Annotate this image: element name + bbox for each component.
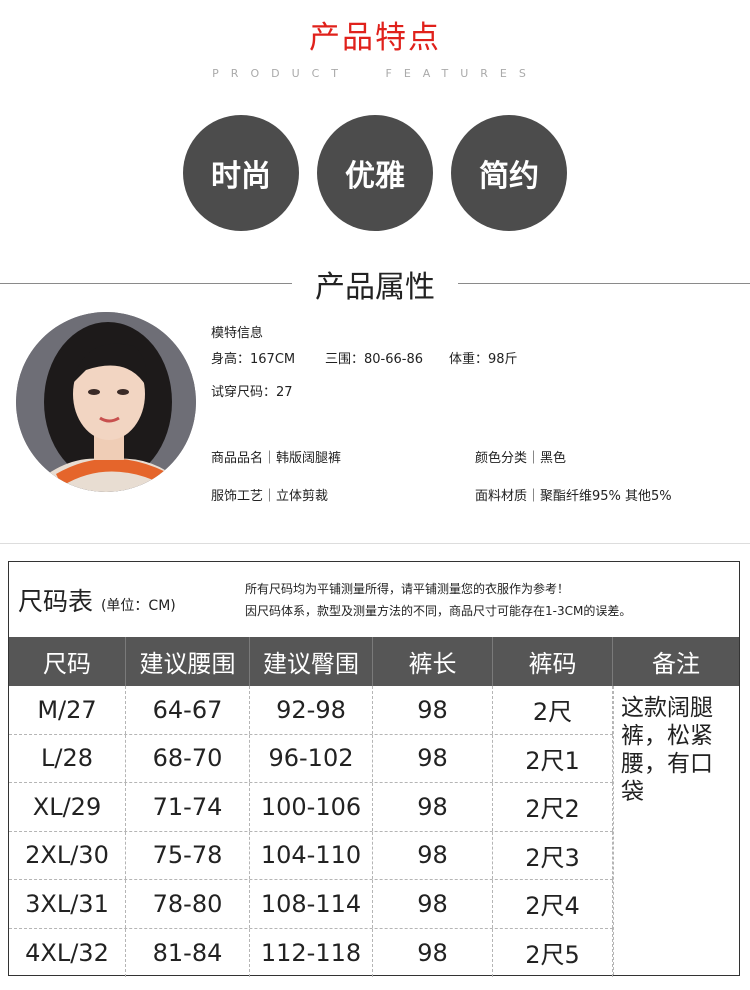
header-pant-size: 裤码 <box>493 637 613 686</box>
product-craft: 服饰工艺｜立体剪裁 <box>211 489 329 504</box>
feature-bubble-elegant: 优雅 <box>317 115 433 231</box>
remark-text: 这款阔腿裤，松紧腰，有口袋 <box>621 695 713 805</box>
header-hip: 建议臀围 <box>250 637 373 686</box>
remark-column: 这款阔腿裤，松紧腰，有口袋 <box>613 686 739 975</box>
feature-bubble-simple: 简约 <box>451 115 567 231</box>
cell-waist: 75-78 <box>126 831 250 879</box>
cell-waist: 64-67 <box>126 686 250 734</box>
section-divider <box>0 543 750 544</box>
feature-bubble-fashion: 时尚 <box>183 115 299 231</box>
model-trial-size: 试穿尺码：27 <box>211 385 293 400</box>
size-chart-title-text: 尺码表 <box>18 587 94 616</box>
cell-length: 98 <box>373 783 493 831</box>
cell-pant-size: 2尺3 <box>493 831 613 879</box>
size-table-body: M/27 64-67 92-98 98 2尺 L/28 68-70 96-102… <box>9 686 613 977</box>
model-weight: 体重：98斤 <box>449 352 518 367</box>
table-row: XL/29 71-74 100-106 98 2尺2 <box>9 783 613 832</box>
size-note-1: 所有尺码均为平铺测量所得，请平铺测量您的衣服作为参考！ <box>245 582 570 596</box>
cell-size: 4XL/32 <box>9 928 126 977</box>
header-size: 尺码 <box>9 637 126 686</box>
table-row: L/28 68-70 96-102 98 2尺1 <box>9 734 613 783</box>
table-row: 4XL/32 81-84 112-118 98 2尺5 <box>9 928 613 977</box>
cell-pant-size: 2尺2 <box>493 783 613 831</box>
cell-waist: 68-70 <box>126 734 250 782</box>
size-chart-box <box>8 561 740 976</box>
features-title: 产品特点 <box>309 20 441 56</box>
cell-hip: 100-106 <box>250 783 373 831</box>
cell-hip: 92-98 <box>250 686 373 734</box>
model-info-label: 模特信息 <box>211 326 264 341</box>
table-row: 2XL/30 75-78 104-110 98 2尺3 <box>9 831 613 880</box>
size-chart-unit: (单位：CM) <box>100 598 176 614</box>
size-table-header: 尺码 建议腰围 建议臀围 裤长 裤码 备注 <box>9 637 739 686</box>
features-subtitle: PRODUCT FEATURES <box>212 67 538 80</box>
header-remark: 备注 <box>652 650 700 678</box>
product-name: 商品品名｜韩版阔腿裤 <box>211 451 342 466</box>
cell-pant-size: 2尺 <box>493 686 613 734</box>
product-color: 颜色分类｜黑色 <box>475 451 567 466</box>
attributes-title: 产品属性 <box>315 270 435 305</box>
model-measurements: 三围：80-66-86 <box>325 352 424 367</box>
cell-length: 98 <box>373 686 493 734</box>
cell-hip: 96-102 <box>250 734 373 782</box>
cell-hip: 104-110 <box>250 831 373 879</box>
cell-size: XL/29 <box>9 783 126 831</box>
cell-waist: 81-84 <box>126 928 250 977</box>
cell-waist: 71-74 <box>126 783 250 831</box>
size-note-2: 因尺码体系，款型及测量方法的不同，商品尺寸可能存在1-3CM的误差。 <box>245 604 632 618</box>
cell-pant-size: 2尺1 <box>493 734 613 782</box>
cell-length: 98 <box>373 734 493 782</box>
product-material: 面料材质｜聚酯纤维95% 其他5% <box>475 489 672 504</box>
cell-size: 2XL/30 <box>9 831 126 879</box>
cell-length: 98 <box>373 928 493 977</box>
divider-left <box>0 283 292 284</box>
cell-waist: 78-80 <box>126 880 250 928</box>
cell-length: 98 <box>373 831 493 879</box>
cell-pant-size: 2尺5 <box>493 928 613 977</box>
model-avatar <box>16 312 196 492</box>
cell-size: M/27 <box>9 686 126 734</box>
model-portrait-icon <box>16 312 196 492</box>
model-height: 身高：167CM <box>211 352 296 367</box>
cell-size: L/28 <box>9 734 126 782</box>
cell-size: 3XL/31 <box>9 880 126 928</box>
header-length: 裤长 <box>373 637 493 686</box>
cell-length: 98 <box>373 880 493 928</box>
table-row: 3XL/31 78-80 108-114 98 2尺4 <box>9 880 613 929</box>
header-waist: 建议腰围 <box>126 637 250 686</box>
divider-right <box>458 283 750 284</box>
size-chart-title: 尺码表 (单位：CM) <box>18 582 176 618</box>
cell-hip: 108-114 <box>250 880 373 928</box>
table-row: M/27 64-67 92-98 98 2尺 <box>9 686 613 735</box>
cell-pant-size: 2尺4 <box>493 880 613 928</box>
cell-hip: 112-118 <box>250 928 373 977</box>
